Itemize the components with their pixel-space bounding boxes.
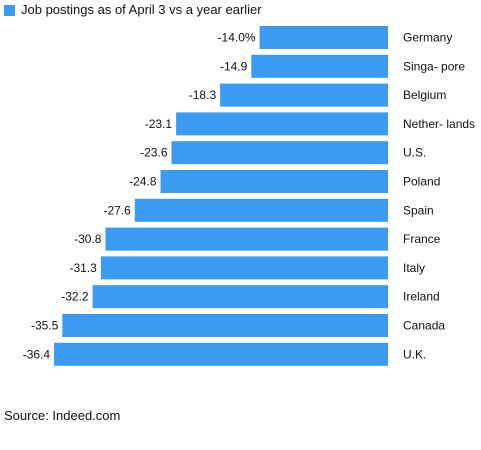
chart-legend: Job postings as of April 3 vs a year ear… <box>4 3 262 17</box>
value-label: -24.8 <box>129 175 157 189</box>
bar-spain <box>134 198 388 222</box>
category-label: France <box>403 232 441 246</box>
category-label: Spain <box>403 203 434 217</box>
value-label: -27.6 <box>103 203 131 217</box>
bar-italy <box>100 256 388 280</box>
value-label: -18.3 <box>189 88 217 102</box>
value-label: -14.9 <box>220 59 248 73</box>
category-label: U.S. <box>403 146 426 160</box>
value-label: -23.1 <box>145 117 173 131</box>
bar-ireland <box>92 285 389 309</box>
bar-singa-pore <box>251 54 388 78</box>
category-label: Ireland <box>403 290 440 304</box>
category-label: Singa- pore <box>403 59 465 73</box>
bar-u-k- <box>54 342 388 366</box>
category-label: Germany <box>403 31 452 45</box>
legend-label: Job postings as of April 3 vs a year ear… <box>21 2 262 17</box>
value-label: -32.2 <box>61 290 89 304</box>
category-label: Italy <box>403 261 425 275</box>
bar-canada <box>62 314 388 337</box>
legend-swatch <box>4 4 15 16</box>
value-label: -35.5 <box>31 319 59 333</box>
bar-france <box>105 227 388 251</box>
bar-u-s- <box>171 141 388 165</box>
value-label: -30.8 <box>74 232 102 246</box>
category-label: Nether- lands <box>403 117 475 131</box>
source-note: Source: Indeed.com <box>4 408 121 423</box>
bar-germany <box>259 26 388 49</box>
bar-nether-lands <box>176 112 388 136</box>
category-label: Canada <box>403 319 445 333</box>
value-label: -31.3 <box>70 261 98 275</box>
value-label: -14.0% <box>218 31 256 45</box>
bar-belgium <box>220 83 388 107</box>
category-label: Belgium <box>403 88 446 102</box>
category-label: U.K. <box>403 347 426 361</box>
bar-poland <box>160 170 388 193</box>
bar-chart: -14.0% Germany -14.9 Singa- pore -18.3 Belgiu… <box>23 26 475 366</box>
value-label: -36.4 <box>23 347 51 361</box>
value-label: -23.6 <box>140 146 168 160</box>
category-label: Poland <box>403 175 440 189</box>
